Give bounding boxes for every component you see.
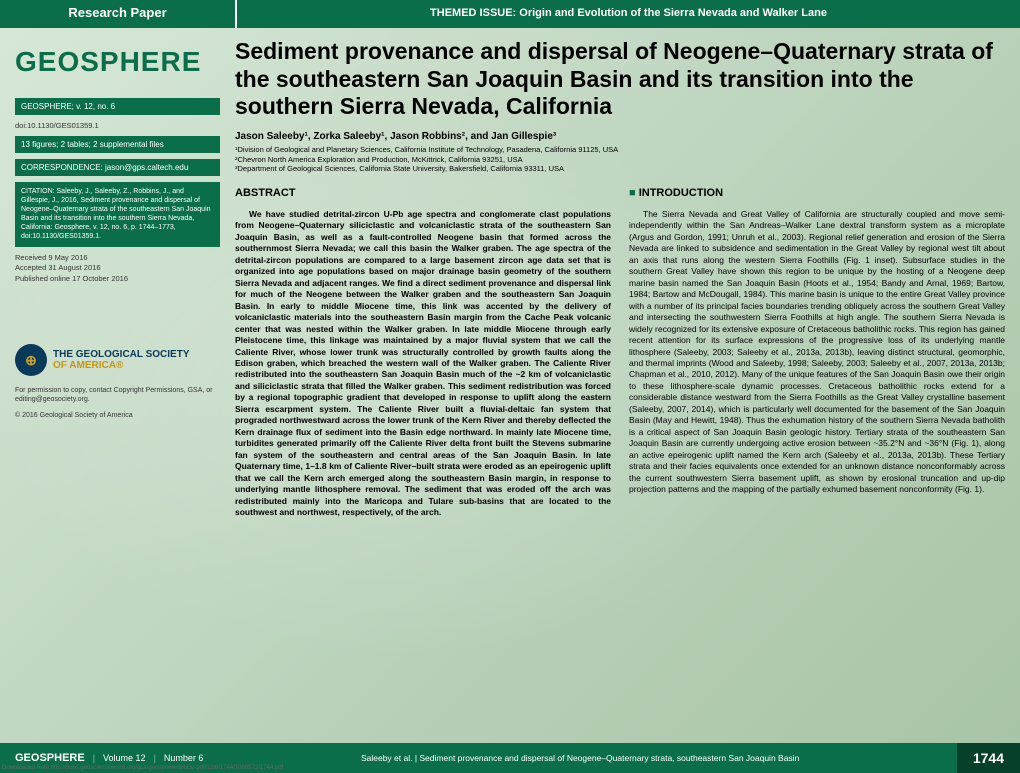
published-date: Published online 17 October 2016 (15, 274, 220, 285)
dates-block: Received 9 May 2016 Accepted 31 August 2… (15, 253, 220, 285)
page-content: Research Paper THEMED ISSUE: Origin and … (0, 0, 1020, 773)
footer-sep-1: | (93, 753, 95, 763)
authors-line: Jason Saleeby¹, Zorka Saleeby¹, Jason Ro… (235, 131, 1005, 142)
affil-2: ²Chevron North America Exploration and P… (235, 155, 1005, 165)
affil-3: ³Department of Geological Sciences, Cali… (235, 164, 1005, 174)
text-columns: ABSTRACT We have studied detrital-zircon… (235, 186, 1005, 519)
copyright-text: © 2016 Geological Society of America (15, 412, 220, 419)
footer-volume: Volume 12 (103, 753, 146, 763)
research-paper-label: Research Paper (0, 0, 235, 28)
gsa-logo-icon: ⊕ (15, 344, 47, 376)
footer-left: GEOSPHERE | Volume 12 | Number 6 (15, 752, 203, 764)
citation-box: CITATION: Saleeby, J., Saleeby, Z., Robb… (15, 182, 220, 247)
received-date: Received 9 May 2016 (15, 253, 220, 264)
footer-journal: GEOSPHERE (15, 752, 85, 764)
permissions-text: For permission to copy, contact Copyrigh… (15, 386, 220, 404)
correspondence-box: CORRESPONDENCE: jason@gps.caltech.edu (15, 159, 220, 176)
article-title: Sediment provenance and dispersal of Neo… (235, 38, 1005, 121)
abstract-text: We have studied detrital-zircon U-Pb age… (235, 209, 611, 519)
main-area: GEOSPHERE GEOSPHERE; v. 12, no. 6 doi:10… (0, 28, 1020, 728)
journal-title: GEOSPHERE (15, 46, 220, 78)
doi-text: doi:10.1130/GES01359.1 (15, 121, 220, 130)
footer-running-head: Saleeby et al. | Sediment provenance and… (203, 753, 956, 763)
article-body: Sediment provenance and dispersal of Neo… (235, 38, 1005, 728)
accepted-date: Accepted 31 August 2016 (15, 263, 220, 274)
sidebar: GEOSPHERE GEOSPHERE; v. 12, no. 6 doi:10… (15, 38, 220, 728)
volume-info-box: GEOSPHERE; v. 12, no. 6 (15, 98, 220, 115)
footer-number: Number 6 (164, 753, 204, 763)
affiliations: ¹Division of Geological and Planetary Sc… (235, 145, 1005, 174)
intro-text: The Sierra Nevada and Great Valley of Ca… (629, 209, 1005, 496)
themed-issue-label: THEMED ISSUE: Origin and Evolution of th… (235, 0, 1020, 28)
download-line: Downloaded from http://pubs.geosciencewo… (2, 765, 283, 771)
page-number: 1744 (957, 743, 1020, 773)
intro-heading: INTRODUCTION (629, 186, 1005, 201)
gsa-logo: ⊕ THE GEOLOGICAL SOCIETY OF AMERICA® (15, 344, 220, 376)
gsa-logo-text: THE GEOLOGICAL SOCIETY OF AMERICA® (53, 349, 190, 371)
abstract-column: ABSTRACT We have studied detrital-zircon… (235, 186, 611, 519)
figures-info-box: 13 figures; 2 tables; 2 supplemental fil… (15, 136, 220, 153)
affil-1: ¹Division of Geological and Planetary Sc… (235, 145, 1005, 155)
top-bar: Research Paper THEMED ISSUE: Origin and … (0, 0, 1020, 28)
intro-column: INTRODUCTION The Sierra Nevada and Great… (629, 186, 1005, 519)
gsa-line1: THE GEOLOGICAL SOCIETY (53, 349, 190, 360)
footer-sep-2: | (154, 753, 156, 763)
abstract-heading: ABSTRACT (235, 186, 611, 201)
gsa-line2: OF AMERICA® (53, 360, 190, 371)
